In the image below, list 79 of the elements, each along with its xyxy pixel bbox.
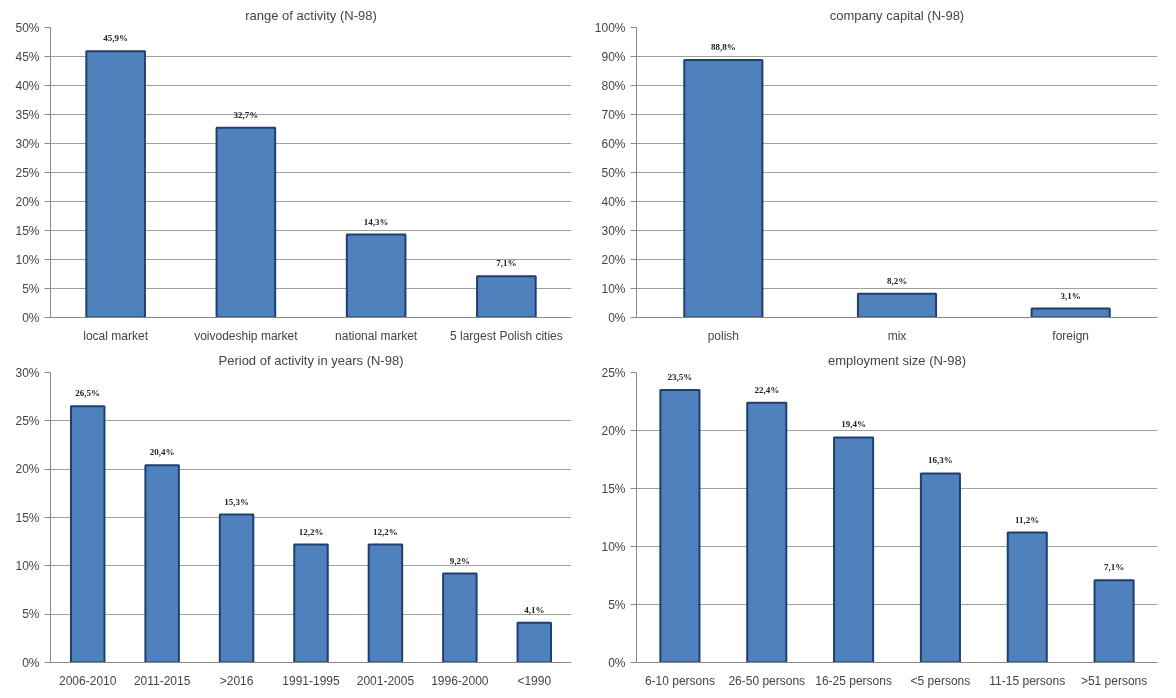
y-tick-label: 5% [22, 281, 40, 296]
y-tick-label: 50% [15, 20, 40, 35]
y-tick-label: 20% [601, 252, 626, 267]
x-tick-label: polish [707, 328, 740, 343]
x-tick-label: 2006-2010 [59, 673, 117, 688]
y-tick-label: 45% [15, 49, 40, 64]
y-tick-label: 30% [601, 223, 626, 238]
data-label: 16,3% [928, 455, 953, 466]
y-tick-label: 80% [601, 78, 626, 93]
data-label: 20,4% [149, 447, 175, 458]
y-tick-label: 10% [15, 558, 40, 573]
y-tick-label: 100% [594, 20, 626, 35]
x-tick-label: 16-25 persons [815, 673, 892, 688]
data-label: 9,2% [449, 555, 470, 566]
data-label: 11,2% [1015, 514, 1040, 525]
data-label: 22,4% [754, 384, 780, 395]
data-label: 26,5% [75, 388, 101, 399]
chart-title: Period of activity in years (N-98) [218, 352, 404, 368]
x-tick-label: <5 persons [910, 673, 971, 688]
y-tick-label: 20% [601, 423, 626, 438]
x-tick-label: mix [887, 328, 907, 343]
y-tick-label: 25% [15, 413, 40, 428]
y-tick-label: 25% [15, 165, 40, 180]
y-tick-label: 10% [601, 539, 626, 554]
y-tick-label: 25% [601, 365, 626, 380]
data-label: 12,2% [298, 526, 324, 537]
chart-title: employment size (N-98) [828, 352, 967, 368]
data-label: 12,2% [373, 526, 398, 537]
y-tick-label: 20% [15, 462, 40, 477]
y-tick-label: 30% [15, 136, 40, 151]
data-label: 14,3% [363, 216, 389, 227]
x-tick-label: 6-10 persons [644, 673, 715, 688]
y-tick-label: 35% [15, 107, 40, 122]
y-tick-label: 15% [15, 510, 40, 525]
data-label: 7,1% [496, 258, 517, 269]
y-tick-label: 70% [601, 107, 626, 122]
data-label: 19,4% [841, 419, 866, 430]
x-tick-label: 2001-2005 [356, 673, 415, 688]
data-label: 32,7% [233, 109, 259, 120]
data-label: 7,1% [1103, 562, 1125, 573]
y-tick-label: 0% [608, 310, 626, 325]
y-tick-label: 20% [15, 194, 40, 209]
x-tick-label: voivodeship market [194, 328, 299, 343]
y-tick-label: 60% [601, 136, 626, 151]
x-tick-label: 11-15 persons [989, 673, 1066, 688]
y-tick-label: 0% [22, 310, 40, 325]
chart-title: range of activity (N-98) [245, 7, 377, 23]
data-label: 4,1% [524, 604, 545, 615]
y-tick-label: 90% [601, 49, 626, 64]
y-tick-label: 5% [22, 607, 40, 622]
chart-title: company capital (N-98) [829, 7, 965, 23]
y-tick-label: 10% [15, 252, 40, 267]
x-tick-label: 1991-1995 [282, 673, 341, 688]
x-tick-label: local market [83, 328, 149, 343]
y-tick-label: 15% [601, 481, 626, 496]
x-tick-label: 2011-2015 [133, 673, 191, 688]
data-label: 23,5% [667, 371, 693, 382]
x-tick-label: >51 persons [1080, 673, 1148, 688]
x-tick-label: 26-50 persons [728, 673, 806, 688]
y-tick-label: 0% [608, 655, 626, 670]
y-tick-label: 40% [601, 194, 626, 209]
x-tick-label: <1990 [517, 673, 552, 688]
x-tick-label: 5 largest Polish cities [450, 328, 563, 343]
data-label: 15,3% [224, 496, 249, 507]
y-tick-label: 0% [22, 655, 40, 670]
y-tick-label: 40% [15, 78, 40, 93]
y-tick-label: 50% [601, 165, 626, 180]
y-tick-label: 30% [15, 365, 40, 380]
x-tick-label: national market [335, 328, 418, 343]
data-label: 3,1% [1060, 290, 1081, 301]
y-tick-label: 15% [15, 223, 40, 238]
x-tick-label: 1996-2000 [431, 673, 489, 688]
y-tick-label: 10% [601, 281, 626, 296]
data-label: 88,8% [710, 41, 736, 52]
data-label: 45,9% [103, 33, 128, 44]
y-tick-label: 5% [608, 597, 626, 612]
x-tick-label: >2016 [219, 673, 254, 688]
data-label: 8,2% [886, 275, 908, 286]
x-tick-label: foreign [1052, 328, 1090, 343]
